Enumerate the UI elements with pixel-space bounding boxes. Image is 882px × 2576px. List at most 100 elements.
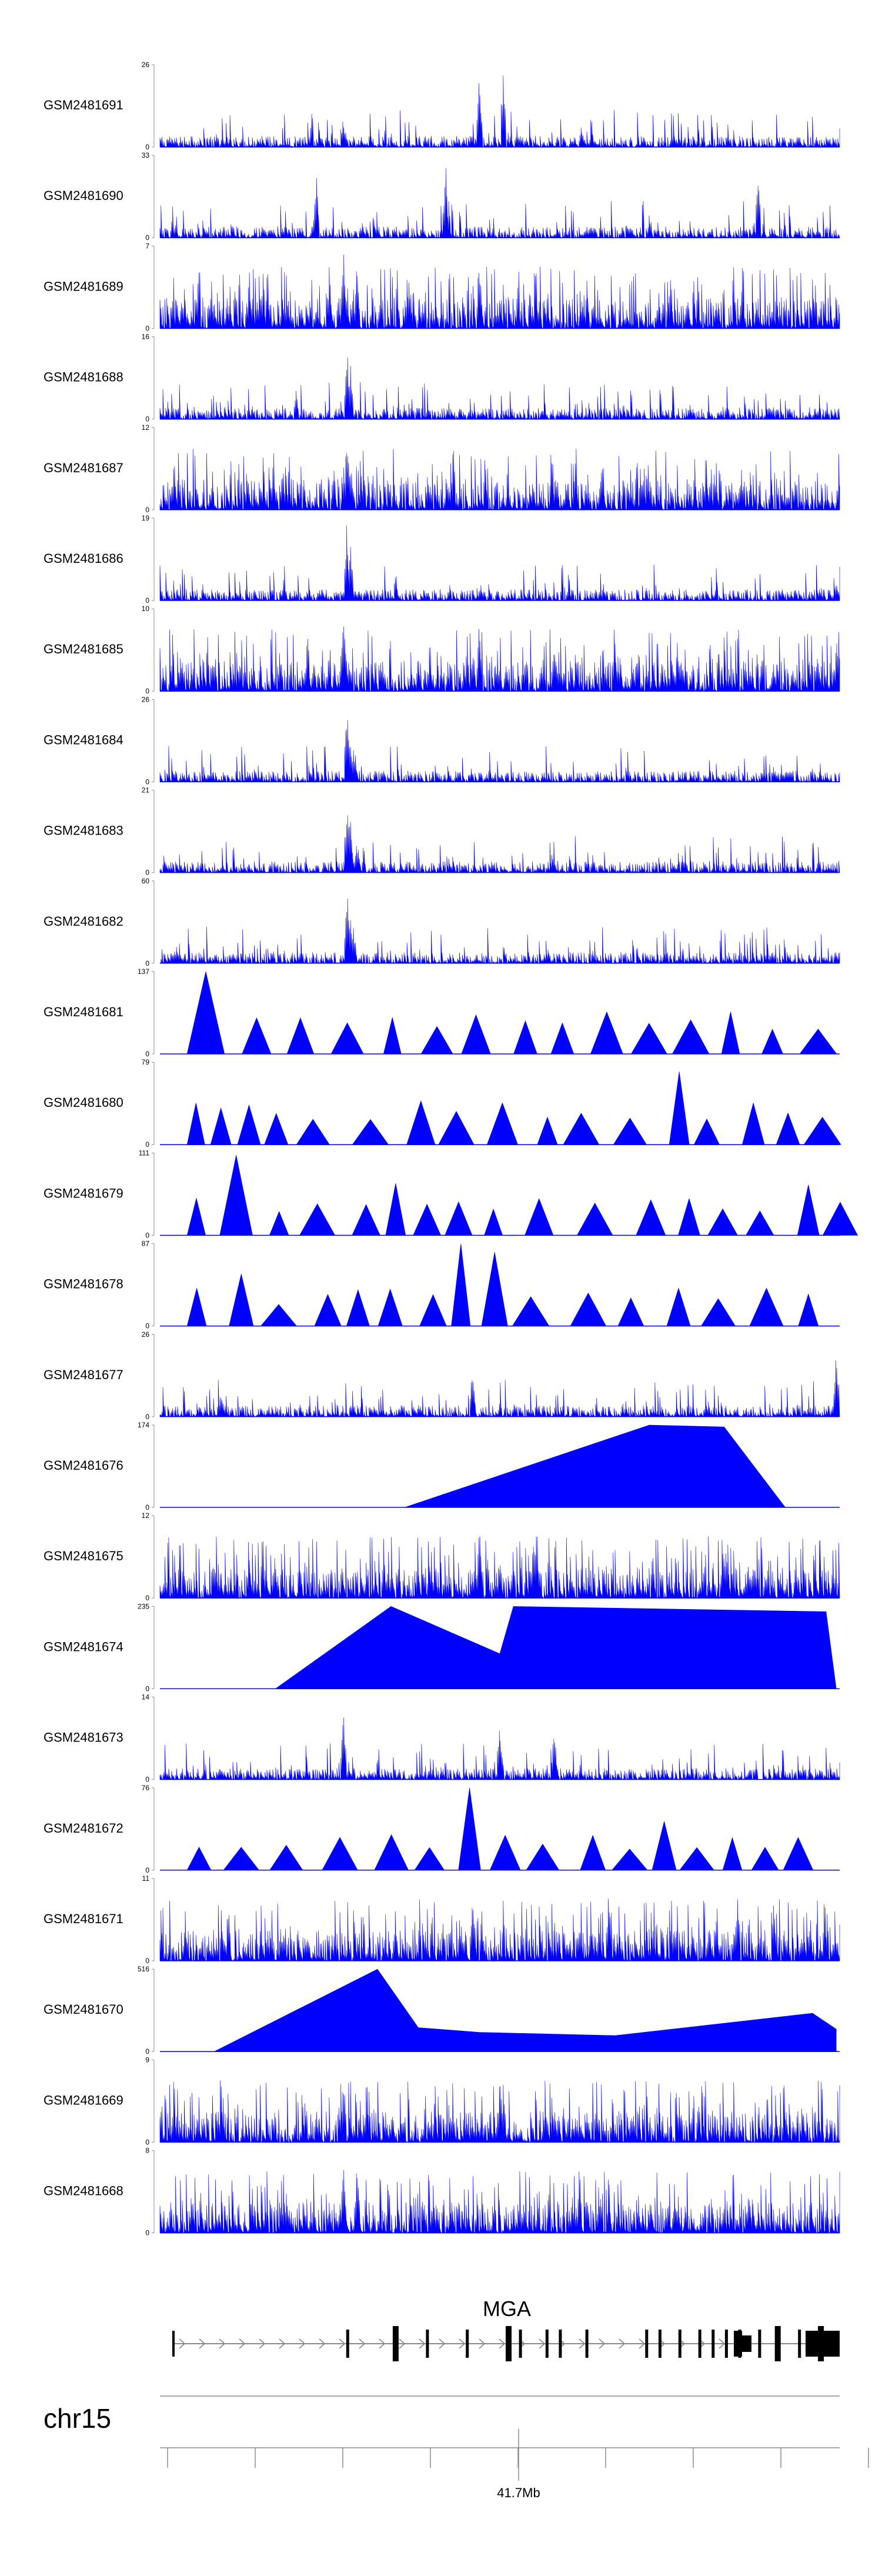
y-tick-label-zero: 0: [145, 1957, 149, 1965]
strand-arrow: [459, 2338, 466, 2349]
strand-arrow: [719, 2338, 726, 2349]
exon: [645, 2330, 649, 2358]
y-tick-label-max: 16: [142, 333, 150, 341]
y-tick-label-max: 12: [142, 423, 150, 432]
strand-arrow: [339, 2338, 346, 2349]
signal-area: [159, 1536, 840, 1599]
exon: [678, 2330, 681, 2358]
y-tick-label-zero: 0: [145, 1050, 149, 1058]
y-tick-label-max: 14: [142, 1693, 150, 1701]
track-label: GSM2481681: [44, 1005, 123, 1019]
track-GSM2481689: GSM2481689 7 0: [44, 242, 840, 332]
signal-area: [159, 1717, 840, 1780]
signal-area: [186, 1155, 858, 1236]
track-GSM2481683: GSM2481683 21 0: [44, 786, 840, 877]
track-label: GSM2481674: [44, 1639, 123, 1654]
exon: [559, 2330, 562, 2358]
y-tick-label-zero: 0: [145, 959, 149, 967]
signal-area: [159, 448, 840, 510]
y-tick-label-zero: 0: [145, 687, 149, 695]
signal-area: [159, 1898, 840, 1962]
strand-arrow: [439, 2338, 446, 2349]
track-GSM2481673: GSM2481673 14 0: [44, 1693, 840, 1784]
strand-arrow: [259, 2338, 266, 2349]
strand-arrow: [359, 2338, 366, 2349]
exon: [724, 2330, 728, 2358]
y-tick-label-zero: 0: [145, 506, 149, 514]
track-GSM2481684: GSM2481684 26 0: [44, 695, 840, 786]
strand-arrow: [299, 2338, 306, 2349]
track-label: GSM2481672: [44, 1821, 123, 1836]
track-GSM2481672: GSM2481672 76 0: [44, 1784, 840, 1874]
signal-area: [186, 1243, 819, 1326]
track-label: GSM2481686: [44, 551, 123, 566]
track-label: GSM2481685: [44, 642, 123, 656]
y-tick-label-max: 19: [142, 514, 150, 522]
exon-utr-block: [806, 2331, 840, 2357]
y-tick-label-zero: 0: [145, 1140, 149, 1149]
y-tick-label-max: 7: [145, 242, 149, 250]
strand-arrow: [579, 2338, 586, 2349]
track-GSM2481690: GSM2481690 33 0: [44, 151, 840, 242]
track-GSM2481686: GSM2481686 19 0: [44, 514, 840, 605]
signal-area: [159, 626, 840, 692]
track-GSM2481674: GSM2481674 235 0: [44, 1602, 840, 1693]
y-tick-label-zero: 0: [145, 143, 149, 151]
y-tick-label-zero: 0: [145, 233, 149, 242]
y-tick-label-zero: 0: [145, 324, 149, 332]
track-GSM2481670: GSM2481670 516 0: [44, 1965, 840, 2056]
y-tick-label-zero: 0: [145, 415, 149, 423]
y-tick-label-zero: 0: [145, 1594, 149, 1602]
y-tick-label-zero: 0: [145, 869, 149, 877]
signal-area: [159, 357, 840, 420]
y-tick-label-max: 21: [142, 786, 150, 795]
y-tick-label-max: 26: [142, 695, 150, 703]
track-label: GSM2481678: [44, 1277, 123, 1292]
track-GSM2481682: GSM2481682 60 0: [44, 877, 840, 967]
exon: [774, 2326, 781, 2361]
track-label: GSM2481687: [44, 461, 123, 475]
y-tick-label-max: 11: [142, 1874, 150, 1883]
exon-block: [734, 2331, 742, 2357]
strand-arrow: [279, 2338, 286, 2349]
y-tick-label-max: 9: [145, 2056, 149, 2064]
y-tick-label-max: 8: [145, 2147, 149, 2155]
y-tick-label-zero: 0: [145, 1231, 149, 1239]
signal-area: [275, 1606, 837, 1689]
strand-arrow: [319, 2338, 326, 2349]
y-tick-label-zero: 0: [145, 596, 149, 605]
track-GSM2481671: GSM2481671 11 0: [44, 1874, 840, 1965]
track-GSM2481678: GSM2481678 87 0: [44, 1240, 840, 1330]
y-tick-label-max: 76: [142, 1784, 150, 1792]
track-GSM2481691: GSM2481691 26 0: [44, 61, 840, 151]
strand-arrow: [179, 2338, 186, 2349]
track-label: GSM2481677: [44, 1367, 123, 1382]
y-tick-label-max: 60: [142, 877, 150, 885]
track-label: GSM2481689: [44, 279, 123, 293]
y-tick-label-max: 111: [139, 1149, 150, 1157]
track-label: GSM2481684: [44, 732, 123, 747]
track-label: GSM2481675: [44, 1549, 123, 1563]
signal-area: [186, 1787, 814, 1871]
strand-arrow: [199, 2338, 206, 2349]
track-label: GSM2481669: [44, 2093, 123, 2107]
track-label: GSM2481676: [44, 1458, 123, 1473]
exon: [758, 2330, 761, 2358]
strand-arrow: [499, 2338, 506, 2349]
track-label: GSM2481688: [44, 370, 123, 385]
y-tick-label-max: 26: [142, 1330, 150, 1339]
track-label: GSM2481668: [44, 2184, 123, 2198]
y-tick-label-zero: 0: [145, 2047, 149, 2056]
track-GSM2481687: GSM2481687 12 0: [44, 423, 840, 514]
track-label: GSM2481671: [44, 1911, 123, 1926]
y-tick-label-max: 33: [142, 151, 150, 159]
signal-area: [159, 720, 840, 783]
strand-arrow: [419, 2338, 426, 2349]
y-tick-label-max: 79: [142, 1058, 150, 1066]
exon: [798, 2330, 801, 2358]
strand-arrow: [539, 2338, 546, 2349]
track-GSM2481669: GSM2481669 9 0: [44, 2056, 840, 2146]
exon: [346, 2330, 349, 2358]
strand-arrow: [639, 2338, 646, 2349]
